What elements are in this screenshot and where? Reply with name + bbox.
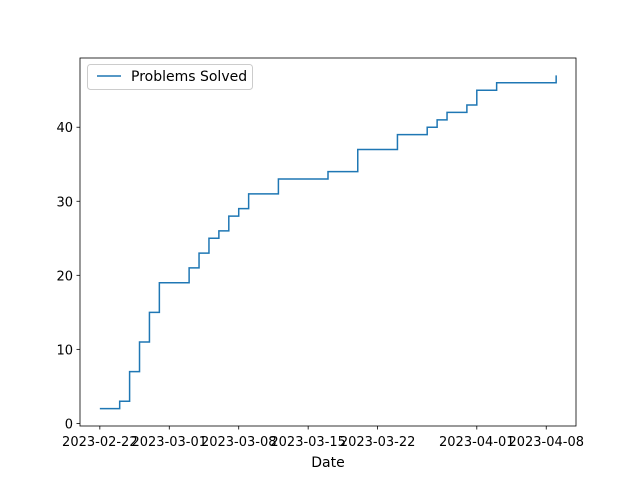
y-tick-label: 10 — [56, 343, 73, 358]
x-tick-label: 2023-04-01 — [439, 435, 515, 450]
legend-frame — [87, 64, 253, 90]
plot-layer — [99, 75, 557, 410]
legend-label-problems-solved: Problems Solved — [131, 69, 247, 85]
x-tick-label: 2023-03-01 — [131, 435, 207, 450]
legend: Problems Solved — [87, 64, 253, 90]
y-tick-label: 40 — [56, 121, 73, 136]
y-tick-label: 30 — [56, 195, 73, 210]
x-tick-label: 2023-03-22 — [340, 435, 416, 450]
series-line-problems-solved — [99, 75, 557, 410]
axes-frame — [79, 57, 577, 427]
x-axis-label: Date — [311, 455, 344, 471]
x-tick-label: 2023-04-08 — [508, 435, 584, 450]
x-tick-label: 2023-02-22 — [62, 435, 138, 450]
axes-layer: 0102030402023-02-222023-03-012023-03-082… — [56, 57, 584, 450]
x-tick-label: 2023-03-15 — [270, 435, 346, 450]
y-tick-label: 0 — [65, 417, 73, 432]
x-tick-label: 2023-03-08 — [201, 435, 277, 450]
y-tick-label: 20 — [56, 269, 73, 284]
